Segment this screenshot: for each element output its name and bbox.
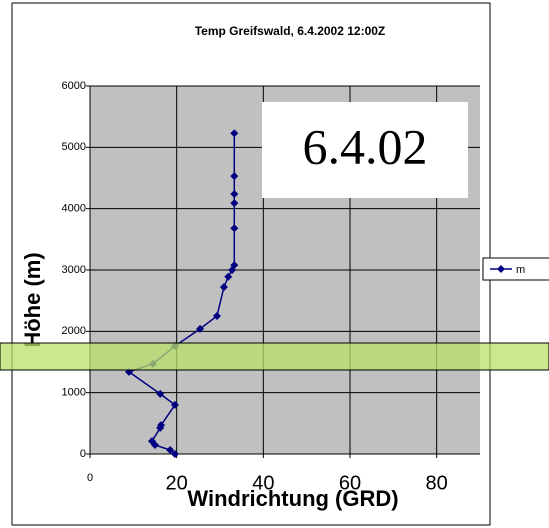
y-tick-label: 1000 (62, 387, 86, 399)
y-tick-label: 4000 (62, 203, 86, 215)
y-tick-label: 5000 (62, 141, 86, 153)
x-tick-label: 20 (166, 472, 188, 494)
data-point (156, 389, 165, 398)
highlight-band (0, 342, 549, 371)
data-point (212, 312, 221, 320)
y-tick-label: 2000 (62, 325, 86, 337)
data-point (156, 423, 165, 432)
y-axis-title: Höhe (m) (20, 252, 45, 347)
data-point (224, 272, 233, 281)
data-point (228, 266, 237, 274)
annotation: 6.4.02 (303, 118, 428, 174)
data-point (170, 400, 179, 409)
legend (482, 257, 549, 281)
y-tick-label: 0 (80, 448, 86, 460)
data-point (230, 189, 239, 198)
x-axis-title: Windrichtung (GRD) (187, 486, 398, 511)
data-point (230, 199, 239, 208)
chart-title: Temp Greifswald, 6.4.2002 12:00Z (195, 24, 386, 38)
legend-marker (497, 265, 505, 273)
x-tick-label: 60 (339, 472, 361, 494)
data-point (230, 172, 239, 181)
y-tick-label: 3000 (62, 264, 86, 276)
data-point (166, 446, 175, 455)
series-line (127, 133, 236, 455)
x-tick-label: 0 (87, 472, 93, 484)
data-point (230, 129, 239, 138)
data-point (196, 324, 205, 333)
y-tick-label: 6000 (62, 80, 86, 92)
data-point (151, 440, 159, 449)
annotation-box (262, 102, 468, 198)
data-point (219, 283, 228, 292)
marks: 0 1000 2000 3000 4000 5000 6000 0 20 40 60 80 (62, 80, 480, 494)
legend-label: m (516, 264, 525, 276)
x-tick-label: 40 (252, 472, 274, 494)
data-point (170, 450, 179, 458)
x-tick-label: 80 (426, 472, 448, 494)
data-point (230, 224, 239, 233)
